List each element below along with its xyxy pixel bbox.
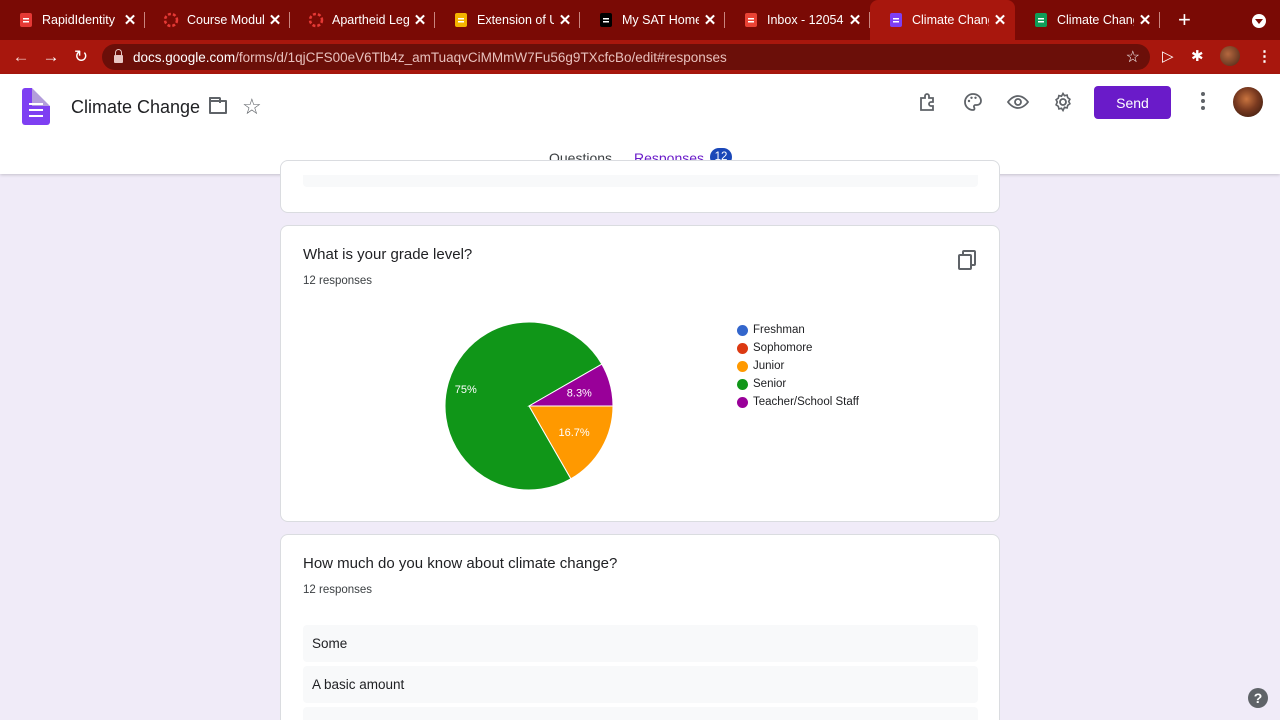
browser-tab[interactable]: My SAT Home P ✕ [580, 0, 725, 40]
tab-title: Climate Change [912, 13, 989, 27]
form-title[interactable]: Climate Change [71, 97, 201, 117]
legend-label: Senior [753, 378, 787, 390]
browser-tab[interactable]: Extension of Un ✕ [435, 0, 580, 40]
tab-title: Extension of Un [477, 13, 554, 27]
legend-item: Freshman [737, 321, 859, 339]
close-tab-icon[interactable]: ✕ [703, 12, 717, 29]
new-tab-icon[interactable]: + [1178, 7, 1191, 32]
pie-slice-junior[interactable] [528, 405, 614, 480]
send-button[interactable]: Send [1094, 86, 1171, 119]
browser-tab[interactable]: RapidIdentity ✕ [0, 0, 145, 40]
pie-data-label: 8.3% [567, 388, 592, 400]
close-tab-icon[interactable]: ✕ [413, 12, 427, 29]
browser-toolbar: ← → ↻ docs.google.com/forms/d/1qjCFS00eV… [0, 40, 1280, 74]
pie-chart: 16.7% 75% 8.3% [444, 321, 614, 491]
close-tab-icon[interactable]: ✕ [848, 12, 862, 29]
browser-tabstrip: RapidIdentity✕Course Modules✕Apartheid L… [0, 0, 1280, 40]
legend-label: Freshman [753, 324, 805, 336]
browser-tab[interactable]: Apartheid Legis ✕ [290, 0, 435, 40]
preview-eye-icon[interactable] [1006, 90, 1030, 114]
canvas-icon [163, 12, 179, 28]
response-count: 12 responses [303, 584, 373, 596]
browser-profile-avatar[interactable] [1220, 46, 1240, 66]
browser-menu-icon[interactable]: ⋮ [1257, 48, 1272, 65]
browser-tab[interactable]: Course Modules ✕ [145, 0, 290, 40]
pie-slice-teacher-school-staff[interactable] [527, 363, 614, 407]
close-tab-icon[interactable]: ✕ [1138, 12, 1152, 29]
legend-swatch [737, 378, 748, 390]
legend-item: Teacher/School Staff [737, 393, 859, 411]
address-bar[interactable]: docs.google.com/forms/d/1qjCFS00eV6Tlb4z… [102, 44, 1150, 70]
legend-swatch [737, 396, 748, 408]
question-card-grade-level: What is your grade level? 12 responses 1… [280, 225, 1000, 522]
chart-legend: Freshman Sophomore Junior Senior Teacher/Sch… [737, 321, 859, 411]
sheets-icon [1033, 12, 1049, 28]
response-count: 12 responses [303, 275, 373, 287]
previous-answer-row [303, 175, 978, 187]
tab-title: Course Modules [187, 13, 264, 27]
legend-label: Junior [753, 360, 785, 372]
more-options-icon[interactable] [1196, 92, 1210, 110]
tab-title: RapidIdentity [42, 13, 115, 27]
legend-item: Junior [737, 357, 859, 375]
close-tab-icon[interactable]: ✕ [558, 12, 572, 29]
extensions-icon[interactable]: ✱ [1191, 48, 1204, 65]
browser-tab[interactable]: Inbox - 120543 ✕ [725, 0, 870, 40]
account-avatar[interactable] [1233, 87, 1263, 117]
slides-icon [453, 12, 469, 28]
tab-title: Climate Change [1057, 13, 1134, 27]
palette-icon[interactable] [961, 90, 985, 114]
tab-search-icon[interactable] [1252, 14, 1266, 28]
google-forms-logo[interactable] [22, 88, 50, 125]
answer-row: A basic amount [303, 666, 978, 703]
pie-slice-senior[interactable] [444, 321, 603, 491]
gmail-icon [743, 12, 759, 28]
lock-icon [114, 48, 123, 63]
previous-question-card [280, 160, 1000, 213]
forms-icon [888, 12, 904, 28]
rapididentity-icon [18, 12, 34, 28]
legend-swatch [737, 324, 748, 336]
move-to-folder-icon[interactable] [209, 97, 227, 114]
close-tab-icon[interactable]: ✕ [268, 12, 282, 29]
legend-label: Sophomore [753, 342, 813, 354]
legend-swatch [737, 342, 748, 354]
legend-item: Senior [737, 375, 859, 393]
forms-header: Climate Change ☆ Send Questions Response… [0, 74, 1280, 174]
question-title: How much do you know about climate chang… [303, 555, 618, 572]
close-tab-icon[interactable]: ✕ [993, 12, 1007, 29]
tab-title: My SAT Home P [622, 13, 699, 27]
close-tab-icon[interactable]: ✕ [123, 12, 137, 29]
question-card-knowledge: How much do you know about climate chang… [280, 534, 1000, 720]
tab-list: RapidIdentity✕Course Modules✕Apartheid L… [0, 0, 1160, 40]
bookmark-star-icon[interactable]: ☆ [1125, 49, 1140, 66]
back-icon[interactable]: ← [12, 47, 30, 66]
canvas-icon [308, 12, 324, 28]
collegeboard-icon [598, 12, 614, 28]
legend-label: Teacher/School Staff [753, 396, 859, 408]
star-icon[interactable]: ☆ [242, 94, 262, 119]
answer-row: Some [303, 625, 978, 662]
cast-icon[interactable]: ▷ [1162, 48, 1174, 65]
url-text: docs.google.com/forms/d/1qjCFS00eV6Tlb4z… [133, 49, 727, 65]
settings-gear-icon[interactable] [1051, 90, 1075, 114]
pie-data-label: 16.7% [558, 427, 589, 439]
reload-icon[interactable]: ↻ [73, 47, 89, 66]
legend-swatch [737, 360, 748, 372]
tab-title: Inbox - 120543 [767, 13, 844, 27]
answer-row [303, 707, 978, 720]
copy-chart-icon[interactable] [958, 250, 976, 270]
tab-title: Apartheid Legis [332, 13, 409, 27]
browser-tab[interactable]: Climate Change ✕ [1015, 0, 1160, 40]
addons-puzzle-icon[interactable] [916, 90, 940, 114]
question-title: What is your grade level? [303, 246, 473, 263]
forward-icon[interactable]: → [42, 47, 60, 66]
legend-item: Sophomore [737, 339, 859, 357]
browser-tab[interactable]: Climate Change ✕ [870, 0, 1015, 40]
pie-data-label: 75% [455, 384, 477, 396]
help-icon[interactable]: ? [1248, 688, 1268, 708]
